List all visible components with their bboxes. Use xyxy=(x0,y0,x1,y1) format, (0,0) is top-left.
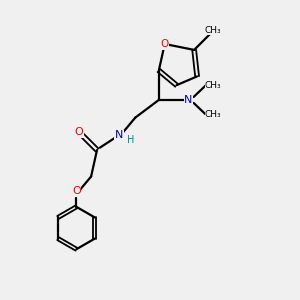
Text: N: N xyxy=(115,130,123,140)
Text: CH₃: CH₃ xyxy=(205,26,222,35)
Text: CH₃: CH₃ xyxy=(205,110,222,119)
Text: CH₃: CH₃ xyxy=(205,81,222,90)
Text: N: N xyxy=(184,95,193,105)
Text: O: O xyxy=(160,39,169,49)
Text: O: O xyxy=(72,186,81,196)
Text: H: H xyxy=(127,135,134,145)
Text: O: O xyxy=(74,127,83,137)
